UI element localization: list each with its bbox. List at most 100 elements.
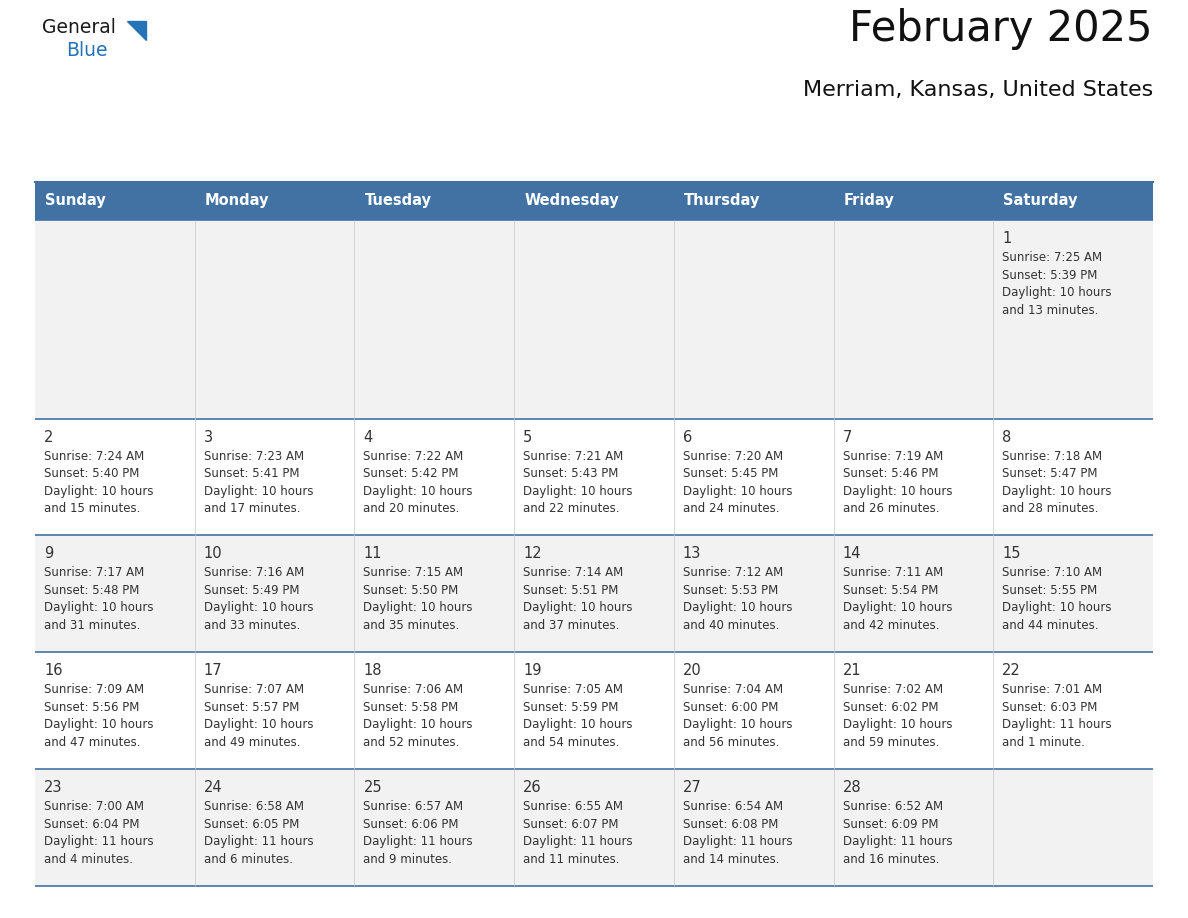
Text: and 47 minutes.: and 47 minutes.	[44, 736, 140, 749]
Text: Daylight: 10 hours: Daylight: 10 hours	[203, 601, 314, 614]
Text: and 44 minutes.: and 44 minutes.	[1003, 619, 1099, 632]
Text: Daylight: 10 hours: Daylight: 10 hours	[44, 718, 153, 732]
Text: and 4 minutes.: and 4 minutes.	[44, 853, 133, 866]
Text: Sunrise: 7:24 AM: Sunrise: 7:24 AM	[44, 450, 144, 463]
Text: Sunrise: 7:17 AM: Sunrise: 7:17 AM	[44, 566, 144, 579]
Text: Sunset: 6:04 PM: Sunset: 6:04 PM	[44, 818, 139, 831]
Text: Sunrise: 6:55 AM: Sunrise: 6:55 AM	[523, 800, 624, 813]
Text: Sunrise: 7:22 AM: Sunrise: 7:22 AM	[364, 450, 463, 463]
Text: and 1 minute.: and 1 minute.	[1003, 736, 1085, 749]
Text: Saturday: Saturday	[1004, 194, 1078, 208]
Text: and 59 minutes.: and 59 minutes.	[842, 736, 939, 749]
Text: 10: 10	[203, 546, 222, 562]
Text: Sunrise: 6:57 AM: Sunrise: 6:57 AM	[364, 800, 463, 813]
Text: Sunset: 5:58 PM: Sunset: 5:58 PM	[364, 700, 459, 714]
Text: Daylight: 10 hours: Daylight: 10 hours	[44, 601, 153, 614]
Bar	[34, 535, 1154, 653]
Text: Sunrise: 7:11 AM: Sunrise: 7:11 AM	[842, 566, 943, 579]
Text: 28: 28	[842, 780, 861, 795]
Text: and 31 minutes.: and 31 minutes.	[44, 619, 140, 632]
Text: Daylight: 10 hours: Daylight: 10 hours	[523, 601, 633, 614]
Text: Daylight: 11 hours: Daylight: 11 hours	[842, 835, 953, 848]
Text: 7: 7	[842, 430, 852, 444]
Text: and 24 minutes.: and 24 minutes.	[683, 502, 779, 515]
Text: Daylight: 10 hours: Daylight: 10 hours	[523, 718, 633, 732]
Text: 6: 6	[683, 430, 693, 444]
Text: February 2025: February 2025	[849, 8, 1154, 50]
Text: Sunset: 5:56 PM: Sunset: 5:56 PM	[44, 700, 139, 714]
Text: Daylight: 10 hours: Daylight: 10 hours	[842, 718, 952, 732]
Text: Daylight: 11 hours: Daylight: 11 hours	[523, 835, 633, 848]
Text: Thursday: Thursday	[684, 194, 760, 208]
Text: Daylight: 10 hours: Daylight: 10 hours	[683, 718, 792, 732]
Text: and 9 minutes.: and 9 minutes.	[364, 853, 453, 866]
Text: Sunrise: 6:58 AM: Sunrise: 6:58 AM	[203, 800, 304, 813]
Text: Sunrise: 7:23 AM: Sunrise: 7:23 AM	[203, 450, 304, 463]
Text: Sunset: 5:53 PM: Sunset: 5:53 PM	[683, 584, 778, 597]
Text: 24: 24	[203, 780, 222, 795]
Text: Sunset: 5:46 PM: Sunset: 5:46 PM	[842, 467, 939, 480]
Text: and 28 minutes.: and 28 minutes.	[1003, 502, 1099, 515]
Text: Daylight: 10 hours: Daylight: 10 hours	[1003, 485, 1112, 498]
Text: 13: 13	[683, 546, 701, 562]
Bar	[34, 769, 1154, 886]
Polygon shape	[127, 21, 146, 40]
Text: Sunrise: 7:14 AM: Sunrise: 7:14 AM	[523, 566, 624, 579]
Text: and 11 minutes.: and 11 minutes.	[523, 853, 620, 866]
Text: and 56 minutes.: and 56 minutes.	[683, 736, 779, 749]
Text: 11: 11	[364, 546, 381, 562]
Text: Daylight: 11 hours: Daylight: 11 hours	[203, 835, 314, 848]
Text: 20: 20	[683, 664, 702, 678]
Bar	[34, 182, 1154, 220]
Text: Daylight: 10 hours: Daylight: 10 hours	[683, 485, 792, 498]
Text: Sunset: 6:07 PM: Sunset: 6:07 PM	[523, 818, 619, 831]
Text: 4: 4	[364, 430, 373, 444]
Text: Sunset: 5:55 PM: Sunset: 5:55 PM	[1003, 584, 1098, 597]
Text: Daylight: 10 hours: Daylight: 10 hours	[1003, 286, 1112, 299]
Text: Sunset: 5:47 PM: Sunset: 5:47 PM	[1003, 467, 1098, 480]
Text: and 16 minutes.: and 16 minutes.	[842, 853, 939, 866]
Text: Sunset: 5:39 PM: Sunset: 5:39 PM	[1003, 268, 1098, 282]
Text: Daylight: 11 hours: Daylight: 11 hours	[364, 835, 473, 848]
Text: and 42 minutes.: and 42 minutes.	[842, 619, 939, 632]
Text: 26: 26	[523, 780, 542, 795]
Text: and 35 minutes.: and 35 minutes.	[364, 619, 460, 632]
Text: Sunset: 6:08 PM: Sunset: 6:08 PM	[683, 818, 778, 831]
Text: and 37 minutes.: and 37 minutes.	[523, 619, 619, 632]
Text: 17: 17	[203, 664, 222, 678]
Text: Sunset: 6:06 PM: Sunset: 6:06 PM	[364, 818, 459, 831]
Text: and 26 minutes.: and 26 minutes.	[842, 502, 939, 515]
Text: Sunrise: 7:04 AM: Sunrise: 7:04 AM	[683, 683, 783, 697]
Text: Sunrise: 7:25 AM: Sunrise: 7:25 AM	[1003, 251, 1102, 264]
Text: Sunset: 5:59 PM: Sunset: 5:59 PM	[523, 700, 619, 714]
Text: 8: 8	[1003, 430, 1011, 444]
Text: Sunrise: 7:15 AM: Sunrise: 7:15 AM	[364, 566, 463, 579]
Text: and 40 minutes.: and 40 minutes.	[683, 619, 779, 632]
Text: 19: 19	[523, 664, 542, 678]
Text: Daylight: 10 hours: Daylight: 10 hours	[364, 718, 473, 732]
Text: 1: 1	[1003, 231, 1011, 246]
Text: and 14 minutes.: and 14 minutes.	[683, 853, 779, 866]
Text: and 52 minutes.: and 52 minutes.	[364, 736, 460, 749]
Text: and 6 minutes.: and 6 minutes.	[203, 853, 292, 866]
Text: Sunrise: 7:20 AM: Sunrise: 7:20 AM	[683, 450, 783, 463]
Text: Daylight: 10 hours: Daylight: 10 hours	[203, 485, 314, 498]
Text: and 17 minutes.: and 17 minutes.	[203, 502, 301, 515]
Text: Sunset: 5:48 PM: Sunset: 5:48 PM	[44, 584, 139, 597]
Text: Sunrise: 7:18 AM: Sunrise: 7:18 AM	[1003, 450, 1102, 463]
Text: Sunset: 5:54 PM: Sunset: 5:54 PM	[842, 584, 939, 597]
Text: Sunrise: 6:52 AM: Sunrise: 6:52 AM	[842, 800, 943, 813]
Text: 25: 25	[364, 780, 383, 795]
Text: Sunrise: 7:06 AM: Sunrise: 7:06 AM	[364, 683, 463, 697]
Text: Monday: Monday	[204, 194, 270, 208]
Text: Sunrise: 7:00 AM: Sunrise: 7:00 AM	[44, 800, 144, 813]
Text: Sunrise: 7:12 AM: Sunrise: 7:12 AM	[683, 566, 783, 579]
Text: Sunset: 5:57 PM: Sunset: 5:57 PM	[203, 700, 299, 714]
Text: Sunset: 5:51 PM: Sunset: 5:51 PM	[523, 584, 619, 597]
Text: Sunrise: 7:02 AM: Sunrise: 7:02 AM	[842, 683, 943, 697]
Text: Daylight: 10 hours: Daylight: 10 hours	[683, 601, 792, 614]
Text: Daylight: 10 hours: Daylight: 10 hours	[364, 601, 473, 614]
Text: 22: 22	[1003, 664, 1020, 678]
Text: 12: 12	[523, 546, 542, 562]
Text: 27: 27	[683, 780, 702, 795]
